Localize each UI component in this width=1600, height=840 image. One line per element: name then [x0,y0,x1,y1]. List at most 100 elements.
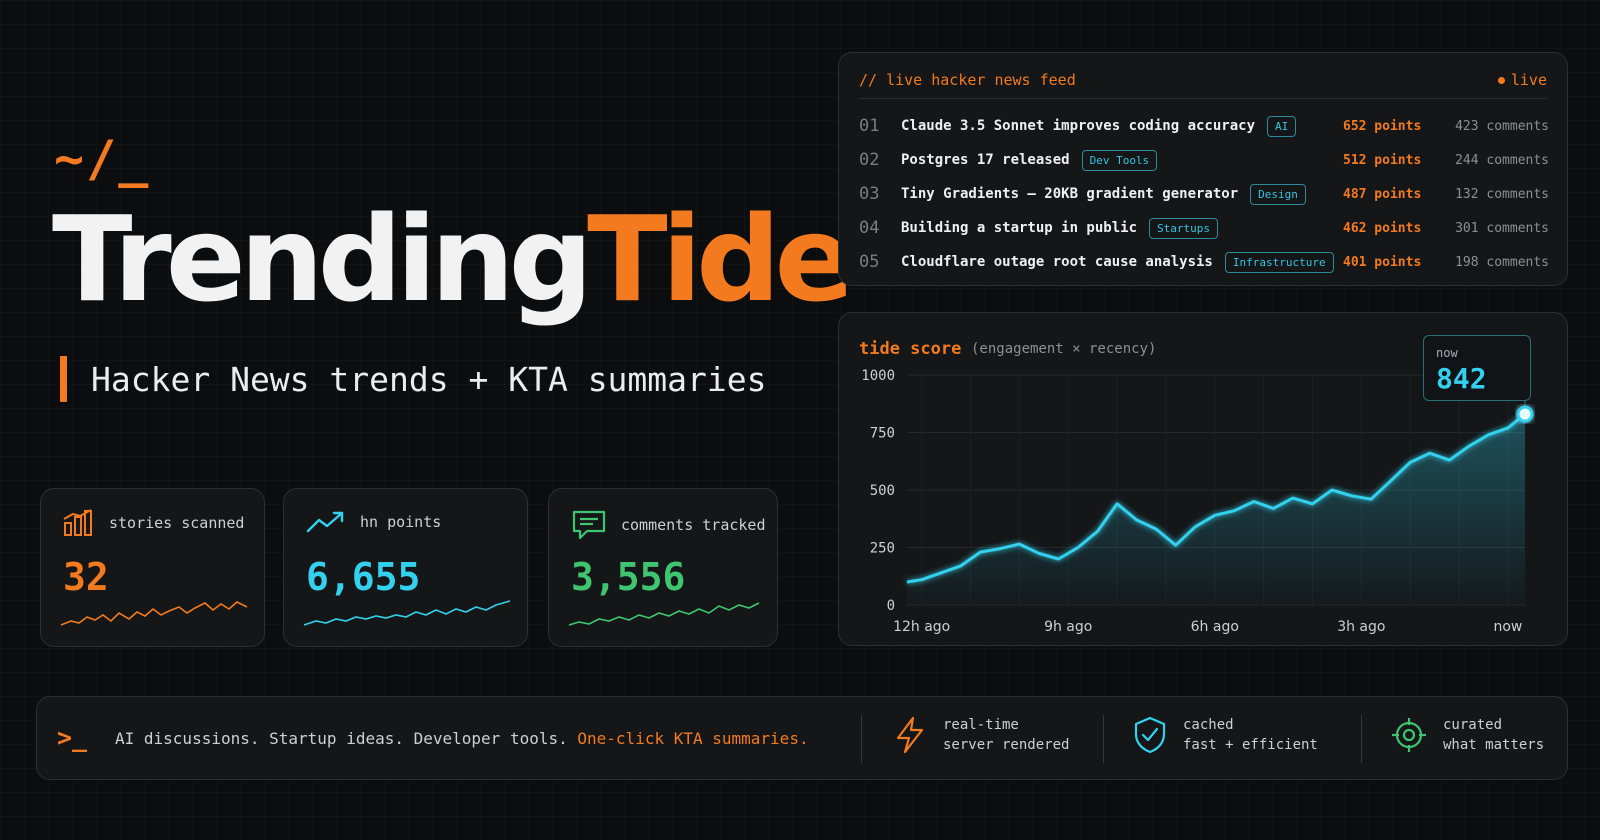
feed-tag: Infrastructure [1224,251,1334,273]
feed-item[interactable]: 01 Claude 3.5 Sonnet improves coding acc… [859,109,1549,143]
series-area [907,414,1525,605]
feature-divider [861,715,862,763]
feed-points: 487 points [1343,186,1422,202]
shield-check-icon [1134,716,1166,754]
feed-tag: AI [1267,115,1297,137]
stat-card-comments: comments tracked 3,556 [548,488,778,647]
now-point [1516,405,1534,423]
feed-divider [859,98,1547,99]
tagline: Hacker News trends + KTA summaries [60,356,767,402]
stat-card-stories: stories scanned 32 [40,488,265,647]
now-label: now [1436,346,1458,360]
bar-chart-icon [63,509,92,536]
feature-curated: curated what matters [1391,715,1544,755]
x-tick-label: now [1493,619,1522,635]
tagline-accent-bar [60,356,67,402]
feed-comments[interactable]: 301 comments [1455,220,1549,236]
feature-lines: curated what matters [1443,715,1544,755]
feature-lines: real-time server rendered [943,715,1069,755]
hero-title: TrendingTide [52,200,855,318]
feed-item[interactable]: 03 Tiny Gradients – 20KB gradient genera… [859,177,1549,211]
stat-card-head: comments tracked [571,509,766,541]
feed-tag: Dev Tools [1081,149,1158,171]
feature-bar-description: AI discussions. Startup ideas. Developer… [115,729,568,748]
feature-bar-text: AI discussions. Startup ideas. Developer… [115,729,809,748]
x-tick-label: 12h ago [893,619,950,635]
chart-title: tide score [859,339,962,359]
feed-points: 512 points [1343,152,1422,168]
x-tick-label: 6h ago [1191,619,1239,635]
lightning-icon [896,716,924,754]
now-callout: now 842 [1423,335,1531,401]
feed-rank: 01 [859,116,880,136]
live-feed-panel: // live hacker news feed live 01 Claude … [838,52,1568,286]
stat-value: 6,655 [306,555,421,599]
feed-title: // live hacker news feed [859,71,1076,89]
stat-card-head: stories scanned [63,509,244,537]
feed-list: 01 Claude 3.5 Sonnet improves coding acc… [859,109,1549,279]
stat-value: 3,556 [571,555,686,599]
feature-line1: curated [1443,717,1503,733]
feed-comments[interactable]: 244 comments [1455,152,1549,168]
feed-rank: 05 [859,252,880,272]
feed-points: 401 points [1343,254,1422,270]
y-tick-label: 0 [887,598,895,614]
feature-divider [1361,715,1362,763]
feed-comments[interactable]: 198 comments [1455,254,1549,270]
feed-story-title[interactable]: Cloudflare outage root cause analysis [901,254,1213,270]
feature-divider [1103,715,1104,763]
y-tick-label: 500 [870,483,895,499]
sparkline [568,602,760,626]
feed-item[interactable]: 02 Postgres 17 released Dev Tools 512 po… [859,143,1549,177]
live-indicator: live [1497,71,1547,89]
stat-label: stories scanned [109,514,245,532]
stat-card-head: hn points [306,509,441,535]
y-tick-label: 250 [870,541,895,557]
y-tick-label: 1000 [861,368,895,384]
tagline-text: Hacker News trends + KTA summaries [91,359,767,399]
chart-subtitle: (engagement × recency) [971,341,1157,357]
y-tick-label: 750 [870,426,895,442]
feed-story-title[interactable]: Postgres 17 released [901,152,1070,168]
feed-story-title[interactable]: Building a startup in public [901,220,1138,236]
stat-value: 32 [63,555,109,599]
feature-line2: fast + efficient [1183,737,1318,753]
target-icon [1392,718,1426,752]
stat-card-points: hn points 6,655 [283,488,528,647]
series-line [906,412,1526,584]
comment-icon [572,510,606,540]
sparkline [60,601,248,626]
feature-line2: what matters [1443,737,1545,753]
tide-score-chart-panel: 0 250 500 750 1000 12h ago 9h ago 6h ago 3h ago n… [838,312,1568,646]
feed-story-title[interactable]: Tiny Gradients – 20KB gradient generator [901,186,1239,202]
feed-story-title[interactable]: Claude 3.5 Sonnet improves coding accura… [901,118,1256,134]
feed-comments[interactable]: 423 comments [1455,118,1549,134]
tide-score-chart: 0 250 500 750 1000 12h ago 9h ago 6h ago 3h ago n… [861,368,1534,635]
terminal-prompt-icon: >_ [57,723,88,752]
feed-rank: 02 [859,150,880,170]
feed-rank: 04 [859,218,880,238]
feed-tag: Design [1250,183,1306,205]
x-tick-label: 9h ago [1044,619,1092,635]
hero-title-part1: Trending [52,190,593,328]
feature-cached: cached fast + efficient [1133,715,1318,755]
feature-bar-highlight: One-click KTA summaries. [577,729,809,748]
feed-tag: Startups [1149,217,1218,239]
sparkline [303,600,511,626]
now-value: 842 [1436,362,1487,395]
feature-realtime: real-time server rendered [893,715,1069,755]
feed-comments[interactable]: 132 comments [1455,186,1549,202]
stat-label: hn points [360,513,442,531]
feed-item[interactable]: 04 Building a startup in public Startups… [859,211,1549,245]
feed-item[interactable]: 05 Cloudflare outage root cause analysis… [859,245,1549,279]
feed-points: 652 points [1343,118,1422,134]
feature-line1: cached [1183,717,1234,733]
feature-line1: real-time [943,717,1019,733]
live-dot-icon [1497,76,1505,84]
feed-points: 462 points [1343,220,1422,236]
feature-bar: >_ AI discussions. Startup ideas. Develo… [36,696,1568,780]
live-label: live [1510,71,1547,89]
feature-line2: server rendered [943,737,1070,753]
stat-label: comments tracked [621,516,766,534]
x-tick-label: 3h ago [1337,619,1385,635]
